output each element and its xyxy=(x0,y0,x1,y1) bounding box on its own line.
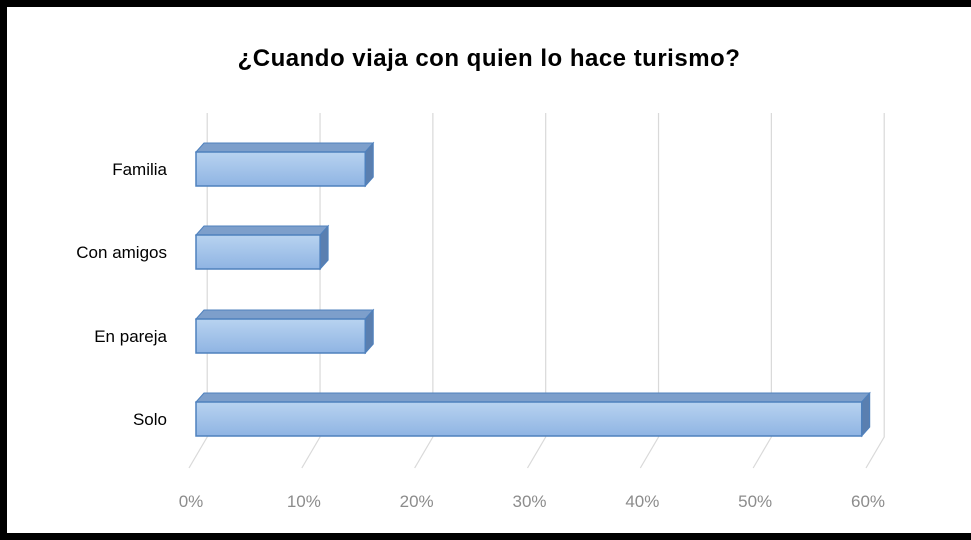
x-tick-label: 10% xyxy=(287,492,321,511)
gridline xyxy=(752,113,772,469)
gridline xyxy=(526,113,547,469)
category-label: Familia xyxy=(112,160,167,179)
x-tick-label: 50% xyxy=(738,492,772,511)
bar xyxy=(194,308,375,355)
x-tick-label: 0% xyxy=(179,492,204,511)
x-tick-label: 40% xyxy=(625,492,659,511)
gridline xyxy=(865,113,885,469)
category-label: Solo xyxy=(133,410,167,429)
bar xyxy=(194,141,375,188)
labels: 0% 10% 20% 30% 40% 50% 60% Familia Con amigos En … xyxy=(76,160,885,511)
x-tick-label: 30% xyxy=(512,492,546,511)
x-tick-label: 60% xyxy=(851,492,885,511)
chart-title: ¿Cuando viaja con quien lo hace turismo? xyxy=(237,45,741,72)
gridline xyxy=(414,113,434,469)
bar xyxy=(194,391,871,438)
gridlines xyxy=(188,113,885,469)
category-label: Con amigos xyxy=(76,243,167,262)
gridline xyxy=(639,113,660,469)
gridline xyxy=(188,113,208,469)
category-label: En pareja xyxy=(94,327,167,346)
gridline xyxy=(301,113,321,469)
x-tick-label: 20% xyxy=(400,492,434,511)
bar xyxy=(194,224,330,271)
bars xyxy=(194,141,871,438)
